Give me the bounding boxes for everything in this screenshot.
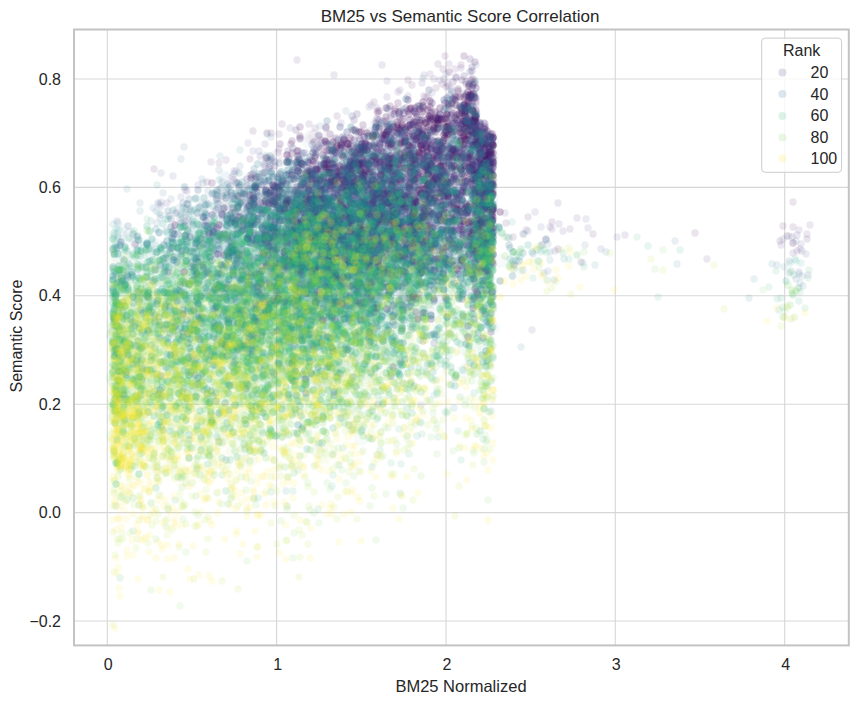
svg-text:−0.2: −0.2 bbox=[29, 613, 61, 630]
svg-text:80: 80 bbox=[811, 129, 829, 146]
svg-text:BM25 Normalized: BM25 Normalized bbox=[395, 677, 526, 695]
svg-text:4: 4 bbox=[781, 656, 790, 673]
svg-text:0.4: 0.4 bbox=[39, 287, 61, 304]
svg-text:0.8: 0.8 bbox=[39, 71, 61, 88]
svg-text:2: 2 bbox=[443, 656, 452, 673]
svg-text:0.6: 0.6 bbox=[39, 179, 61, 196]
svg-text:100: 100 bbox=[811, 150, 838, 167]
svg-text:0.0: 0.0 bbox=[39, 504, 61, 521]
svg-text:BM25 vs Semantic Score Correla: BM25 vs Semantic Score Correlation bbox=[321, 7, 600, 26]
svg-text:20: 20 bbox=[811, 64, 829, 81]
svg-text:40: 40 bbox=[811, 86, 829, 103]
svg-text:0.2: 0.2 bbox=[39, 396, 61, 413]
svg-text:1: 1 bbox=[273, 656, 282, 673]
svg-text:Semantic Score: Semantic Score bbox=[8, 279, 25, 392]
svg-text:Rank: Rank bbox=[783, 42, 821, 59]
svg-text:0: 0 bbox=[104, 656, 113, 673]
svg-text:3: 3 bbox=[612, 656, 621, 673]
svg-text:60: 60 bbox=[811, 107, 829, 124]
